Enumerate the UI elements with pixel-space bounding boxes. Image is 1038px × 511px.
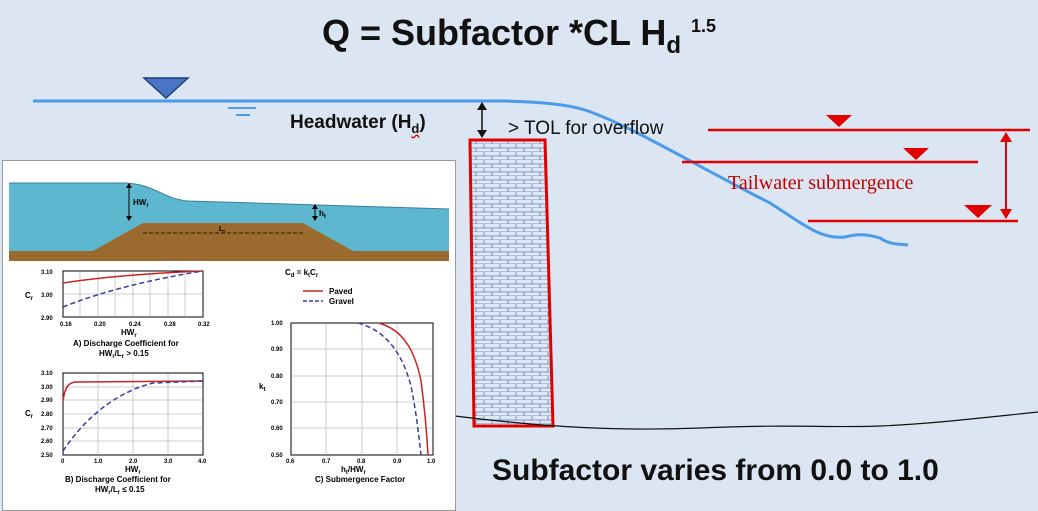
inset-figure: HWr ht Lr 3.10 3.00 2.90 Cr 0.16 0.20 0.…: [2, 160, 456, 511]
water-level-triangle-icon: [142, 77, 190, 100]
svg-text:2.90: 2.90: [41, 398, 53, 404]
svg-text:0.24: 0.24: [129, 322, 141, 328]
svg-text:2.50: 2.50: [41, 453, 53, 459]
svg-text:0: 0: [61, 459, 65, 465]
svg-text:Paved: Paved: [329, 287, 353, 296]
tailwater-triangle-2-icon: [903, 148, 929, 160]
svg-text:0.32: 0.32: [198, 322, 210, 328]
svg-text:0.9: 0.9: [393, 459, 402, 465]
svg-text:2.60: 2.60: [41, 439, 53, 445]
headwater-label: Headwater (Hd): [290, 112, 426, 136]
svg-text:0.90: 0.90: [271, 347, 283, 353]
svg-text:B) Discharge Coefficient for: B) Discharge Coefficient for: [65, 475, 171, 484]
chart-c-paved-line: [377, 322, 429, 456]
svg-text:4.0: 4.0: [198, 459, 207, 465]
weir-wall: [468, 138, 555, 428]
svg-text:ht: ht: [319, 209, 326, 220]
svg-text:1.0: 1.0: [427, 459, 436, 465]
chart-b: 3.10 3.00 2.90 2.80 2.70 2.60 2.50 Cr 0 …: [25, 371, 207, 496]
subfactor-range-text: Subfactor varies from 0.0 to 1.0: [492, 454, 939, 487]
tailwater-label: Tailwater submergence: [728, 172, 914, 194]
chart-c: Cd = ktCr Paved Gravel 1.00 0.90 0.80 0.…: [259, 268, 436, 484]
svg-text:Gravel: Gravel: [329, 297, 354, 306]
svg-text:Cr: Cr: [25, 291, 34, 302]
svg-text:0.80: 0.80: [271, 374, 283, 380]
svg-text:3.00: 3.00: [41, 293, 53, 299]
svg-text:0.50: 0.50: [271, 453, 283, 459]
svg-text:HWr: HWr: [121, 328, 137, 339]
tailwater-triangle-1-icon: [826, 115, 852, 127]
chart-b-paved-line: [62, 380, 204, 402]
svg-text:Lr: Lr: [219, 226, 225, 235]
tol-label: > TOL for overflow: [508, 118, 664, 139]
svg-text:2.0: 2.0: [129, 459, 138, 465]
svg-text:HWr: HWr: [133, 198, 149, 209]
embankment-profile: HWr ht Lr: [9, 182, 450, 261]
svg-text:1.00: 1.00: [271, 321, 283, 327]
svg-text:ht/HWr: ht/HWr: [341, 465, 366, 476]
svg-text:3.10: 3.10: [41, 270, 53, 276]
svg-text:0.70: 0.70: [271, 400, 283, 406]
svg-text:Cr: Cr: [25, 409, 34, 420]
chart-c-gravel-line: [357, 322, 422, 456]
svg-text:2.80: 2.80: [41, 412, 53, 418]
svg-text:HWr: HWr: [125, 465, 141, 476]
equation-title: Q = Subfactor *CL Hd 1.5: [321, 12, 717, 60]
svg-text:0.60: 0.60: [271, 426, 283, 432]
tailwater-levels: [682, 115, 1030, 223]
chart-a: 3.10 3.00 2.90 Cr 0.16 0.20 0.24 0.28 0.…: [25, 270, 210, 360]
svg-text:3.10: 3.10: [41, 371, 53, 377]
ground-line: [454, 411, 1038, 430]
svg-text:3.0: 3.0: [164, 459, 173, 465]
svg-text:3.00: 3.00: [41, 385, 53, 391]
svg-text:A) Discharge Coefficient for: A) Discharge Coefficient for: [73, 339, 179, 348]
svg-text:HWr/Lr ≤ 0.15: HWr/Lr ≤ 0.15: [95, 485, 145, 496]
svg-text:1.0: 1.0: [94, 459, 103, 465]
svg-text:Cd = ktCr: Cd = ktCr: [285, 268, 319, 279]
svg-text:2.90: 2.90: [41, 316, 53, 322]
headwater-surface-line: [33, 99, 909, 247]
svg-text:0.20: 0.20: [94, 322, 106, 328]
svg-text:HWr/Lr > 0.15: HWr/Lr > 0.15: [99, 349, 149, 360]
svg-text:0.28: 0.28: [164, 322, 176, 328]
svg-text:2.70: 2.70: [41, 426, 53, 432]
svg-text:0.7: 0.7: [322, 459, 331, 465]
svg-text:C) Submergence Factor: C) Submergence Factor: [315, 475, 405, 484]
svg-text:0.6: 0.6: [286, 459, 295, 465]
svg-text:0.8: 0.8: [357, 459, 366, 465]
headwater-dimension-arrow: [477, 102, 487, 138]
tailwater-triangle-3-icon: [964, 205, 992, 218]
chart-a-paved-line: [62, 270, 204, 284]
svg-text:0.16: 0.16: [60, 322, 72, 328]
svg-text:kt: kt: [259, 382, 265, 393]
